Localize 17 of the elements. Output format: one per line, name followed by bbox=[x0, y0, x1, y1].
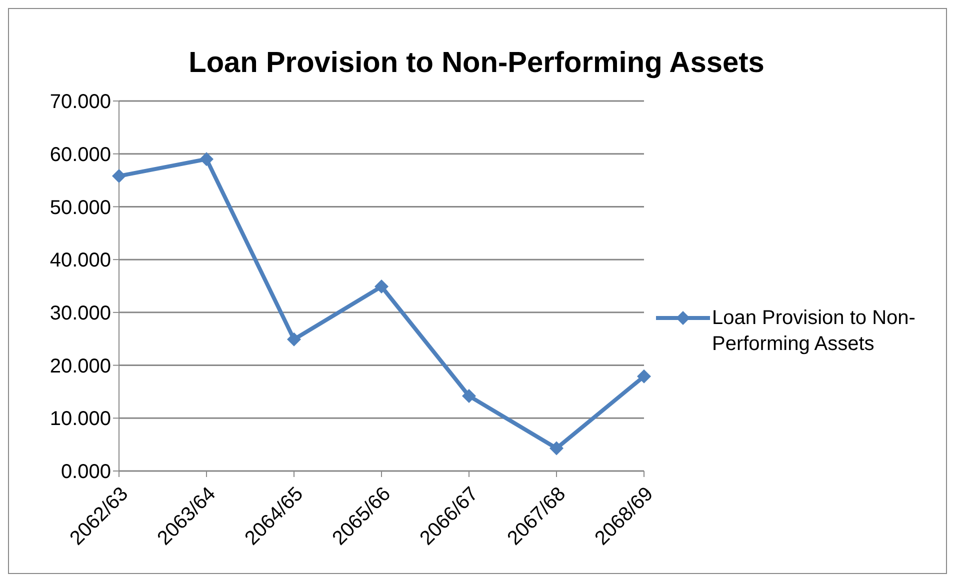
y-tick-label: 40.000 bbox=[50, 250, 111, 272]
chart-title: Loan Provision to Non-Performing Assets bbox=[188, 47, 766, 80]
point bbox=[200, 152, 214, 166]
y-tick-label: 0.000 bbox=[60, 461, 111, 484]
legend-label: Loan Provision to Non-Performing Assets bbox=[712, 306, 916, 357]
y-tick-label: 30.000 bbox=[50, 302, 111, 325]
point bbox=[112, 169, 126, 184]
point bbox=[462, 388, 476, 403]
y-tick-label: 60.000 bbox=[50, 144, 111, 166]
point bbox=[287, 332, 301, 346]
point bbox=[637, 369, 651, 384]
y-tick-label: 10.000 bbox=[50, 408, 111, 430]
y-tick-label: 20.000 bbox=[50, 355, 111, 378]
point bbox=[374, 280, 388, 294]
y-tick-label: 50.000 bbox=[50, 196, 111, 219]
point bbox=[550, 441, 564, 456]
y-tick-label: 70.000 bbox=[50, 91, 111, 114]
